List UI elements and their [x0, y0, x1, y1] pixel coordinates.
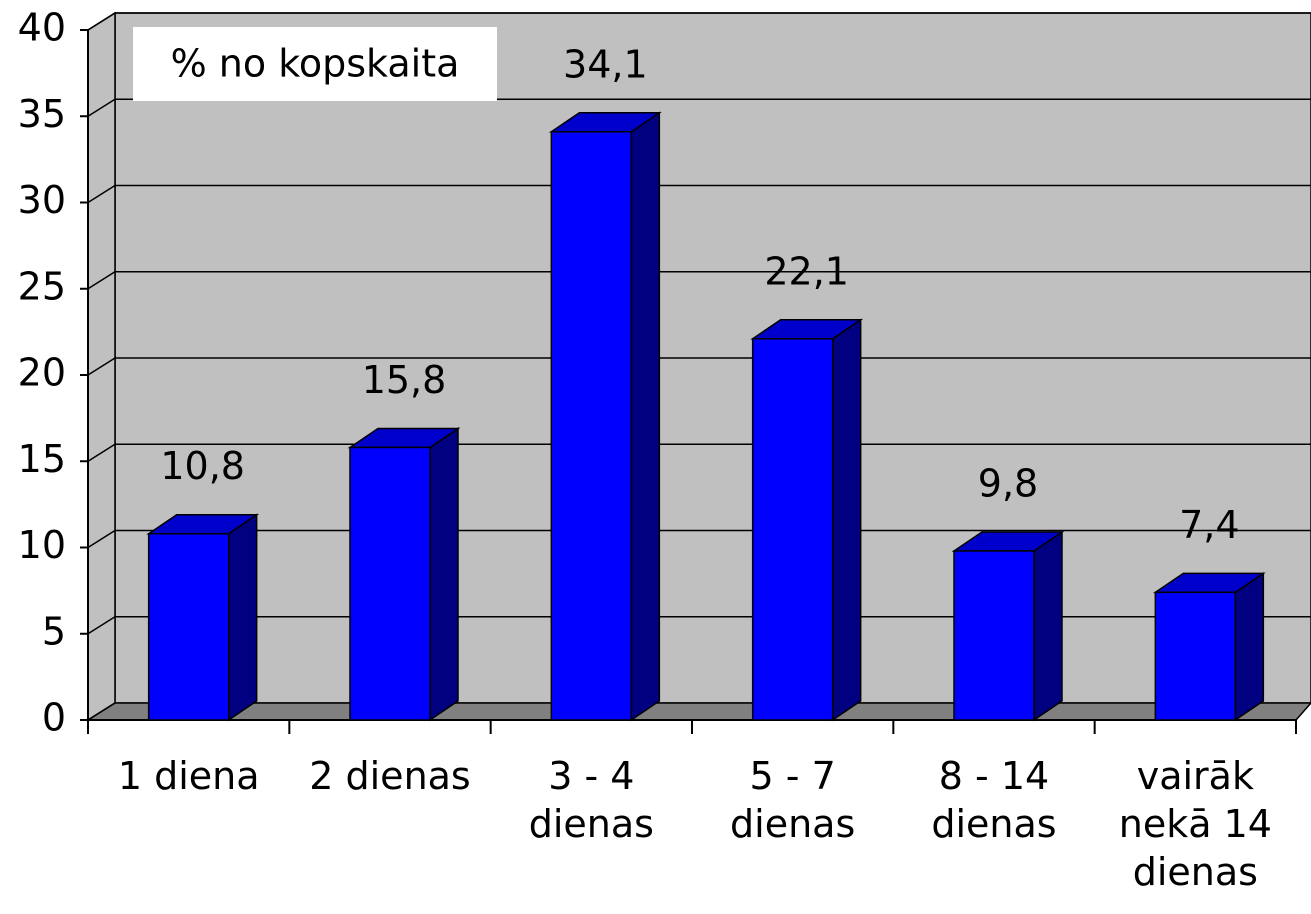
x-tick-label: 2 dienas — [309, 754, 471, 798]
bar — [953, 550, 1035, 721]
y-tick-label: 15 — [18, 437, 66, 481]
value-label: 22,1 — [764, 249, 849, 293]
bar-side — [831, 318, 862, 722]
chart-title: % no kopskaita — [171, 42, 460, 86]
bar — [147, 532, 230, 721]
y-tick-label: 10 — [18, 523, 66, 567]
grid-line-side — [87, 529, 116, 549]
value-label: 9,8 — [978, 461, 1038, 505]
value-label: 34,1 — [563, 42, 648, 86]
grid-line-side — [87, 12, 116, 31]
grid-line-side — [87, 702, 116, 721]
grid-line-side — [87, 184, 116, 204]
bar-side — [1033, 530, 1063, 722]
bar-side — [630, 111, 661, 722]
value-label: 7,4 — [1179, 503, 1239, 547]
bar-side — [1234, 571, 1265, 722]
x-tick-label: 5 - 7 dienas — [730, 754, 856, 846]
grid-line-side — [87, 443, 116, 462]
y-tick-label: 35 — [18, 92, 66, 136]
value-label: 15,8 — [362, 358, 447, 402]
title-box — [133, 27, 497, 101]
bar-side — [227, 513, 258, 722]
x-tick-label: 1 diena — [117, 754, 260, 798]
bar — [550, 131, 633, 721]
y-tick-label: 0 — [42, 696, 66, 740]
bar-side — [429, 427, 459, 722]
y-tick-label: 20 — [18, 351, 66, 395]
x-tick-label: 8 - 14 dienas — [931, 754, 1057, 846]
y-tick-label: 25 — [18, 264, 66, 308]
y-tick-label: 5 — [42, 609, 66, 653]
bar — [751, 338, 834, 721]
y-tick-label: 30 — [18, 178, 66, 222]
grid-line-side — [87, 616, 116, 635]
x-tick-label: vairāk nekā 14 dienas — [1118, 754, 1272, 894]
floor — [85, 702, 1311, 721]
bar — [349, 446, 431, 721]
y-tick-label: 40 — [18, 6, 66, 50]
grid-line-side — [87, 271, 116, 290]
value-label: 10,8 — [160, 444, 245, 488]
bar — [1154, 591, 1237, 721]
grid-line-side — [87, 357, 116, 376]
x-tick-label: 3 - 4 dienas — [528, 754, 654, 846]
grid-line-side — [87, 98, 116, 117]
